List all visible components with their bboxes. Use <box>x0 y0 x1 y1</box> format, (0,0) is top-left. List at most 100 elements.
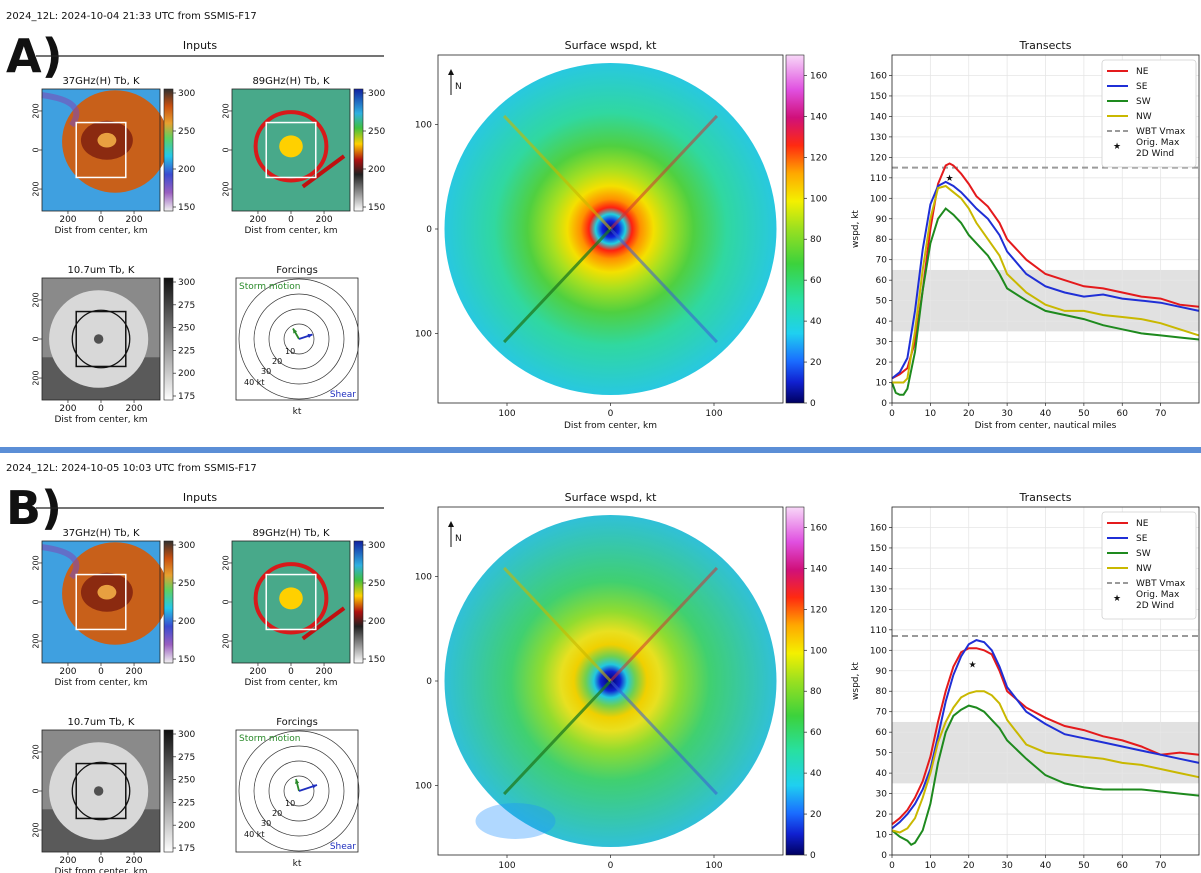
colorbar-tick-label: 140 <box>810 564 827 574</box>
shear-arrow-head <box>312 784 317 789</box>
x-axis-label: Dist from center, nautical miles <box>975 421 1117 431</box>
storm-motion-label: Storm motion <box>239 282 300 292</box>
storm-motion-arrow-head <box>294 779 300 784</box>
x-tick-label: 10 <box>925 861 937 871</box>
colorbar-tick-label: 175 <box>178 844 195 854</box>
inputs-title: Inputs <box>183 39 217 52</box>
storm-band <box>41 544 80 580</box>
wspd-title: Surface wspd, kt <box>565 39 657 52</box>
x-tick-label: 10 <box>925 409 937 419</box>
y-tick-label: 50 <box>876 297 888 307</box>
north-arrow-head <box>448 521 454 527</box>
y-tick-label: 60 <box>876 728 888 738</box>
colorbar-tick-label: 175 <box>178 392 195 402</box>
legend-label: WBT Vmax <box>1136 579 1186 589</box>
y-tick-label: 110 <box>870 626 887 636</box>
x-tick-label: 40 <box>1040 409 1052 419</box>
eyewall-ring <box>253 562 329 635</box>
y-tick-label: 100 <box>870 646 887 656</box>
x-tick-label: 0 <box>608 409 614 419</box>
colorbar-tick-label: 60 <box>810 728 822 738</box>
north-label: N <box>455 534 462 544</box>
colorbar-tick-label: 150 <box>178 655 195 665</box>
y-tick-label: 30 <box>876 790 888 800</box>
y-tick-label: 100 <box>415 329 432 339</box>
rain-band <box>301 154 346 189</box>
colorbar-tick-label: 40 <box>810 769 822 779</box>
legend-label: Orig. Max <box>1136 590 1180 600</box>
series-line-sw <box>891 704 1200 847</box>
x-tick-label: 0 <box>889 409 895 419</box>
x-tick-label: 40 <box>1040 861 1052 871</box>
series-line-se <box>891 180 1200 380</box>
y-axis-label: wspd, kt <box>851 210 861 248</box>
forcings-frame <box>235 729 359 853</box>
x-tick-label: 70 <box>1155 409 1167 419</box>
y-tick-label: 200 <box>222 555 231 570</box>
shear-label: Shear <box>330 842 356 852</box>
section-divider <box>0 447 1201 453</box>
y-tick-label: 100 <box>870 194 887 204</box>
range-ring <box>268 308 330 370</box>
range-ring <box>253 293 345 385</box>
legend-label: NE <box>1136 67 1149 77</box>
x-tick-label: 100 <box>498 409 515 419</box>
low-wind-patch <box>475 803 556 839</box>
analysis-box <box>75 310 127 368</box>
x-tick-label: 0 <box>98 856 104 866</box>
x-axis-label: Dist from center, km <box>245 226 338 236</box>
colorbar-tick-label: 0 <box>810 851 816 861</box>
legend-label: WBT Vmax <box>1136 127 1186 137</box>
x-tick-label: 200 <box>125 856 142 866</box>
colorbar-tick-label: 120 <box>810 153 827 163</box>
colorbar-tick-label: 300 <box>368 541 385 551</box>
series-line-se <box>891 639 1200 830</box>
y-tick-label: 0 <box>426 225 432 235</box>
eye-region <box>279 587 303 610</box>
colorbar-tick-label: 200 <box>368 165 385 175</box>
x-tick-label: 200 <box>315 215 332 225</box>
y-tick-label: 130 <box>870 133 887 143</box>
transect-ne <box>609 114 718 231</box>
legend-label: SE <box>1136 82 1148 92</box>
colorbar-tick-label: 60 <box>810 276 822 286</box>
colorbar-tick-label: 275 <box>178 753 195 763</box>
x-tick-label: 20 <box>963 409 975 419</box>
series-line-sw <box>891 207 1200 396</box>
y-tick-label: 200 <box>222 633 231 648</box>
ring-label: 10 <box>285 799 295 808</box>
legend-label: SE <box>1136 534 1148 544</box>
y-tick-label: 160 <box>870 71 887 81</box>
chart-title: Transects <box>1019 491 1072 504</box>
x-tick-label: 200 <box>315 667 332 677</box>
y-tick-label: 0 <box>32 147 41 152</box>
ring-label: 20 <box>272 809 282 818</box>
colorbar-tick-label: 250 <box>178 776 195 786</box>
colorbar-tick-label: 225 <box>178 346 195 356</box>
wspd-x-label: Dist from center, km <box>564 421 657 431</box>
y-tick-label: 0 <box>32 336 41 341</box>
eyewall-ring <box>253 110 329 183</box>
range-ring <box>238 730 360 852</box>
x-tick-label: 200 <box>249 667 266 677</box>
analysis-box <box>265 121 317 179</box>
range-ring <box>283 323 315 355</box>
y-tick-label: 10 <box>876 379 888 389</box>
colorbar-tick-label: 225 <box>178 798 195 808</box>
colorbar-tick-label: 250 <box>178 127 195 137</box>
y-tick-label: 200 <box>222 103 231 118</box>
colorbar-tick-label: 100 <box>810 194 827 204</box>
y-tick-label: 50 <box>876 749 888 759</box>
wspd-title: Surface wspd, kt <box>565 491 657 504</box>
x-tick-label: 200 <box>125 667 142 677</box>
range-ring <box>268 760 330 822</box>
series-line-nw <box>892 184 1200 384</box>
y-tick-label: 100 <box>415 121 432 131</box>
transects-chart: ★010203040506070809010011012013014015016… <box>851 491 1200 871</box>
x-axis-label: Dist from center, km <box>55 867 148 873</box>
y-tick-label: 200 <box>32 555 41 570</box>
